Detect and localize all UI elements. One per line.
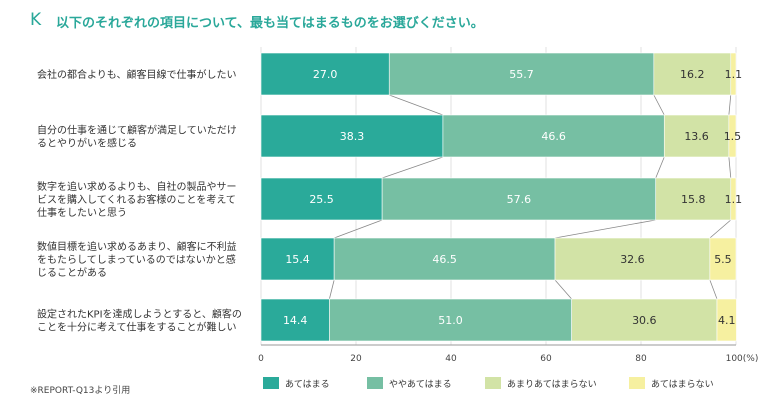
question-letter: K bbox=[30, 10, 42, 30]
x-tick-label: 40 bbox=[445, 354, 457, 364]
legend-label: あてはまらない bbox=[651, 379, 714, 390]
data-label: 1.1 bbox=[725, 193, 743, 206]
legend-swatch bbox=[263, 377, 279, 389]
category-label: 自分の仕事を通じて顧客が満足していただけ bbox=[37, 124, 237, 137]
bar-segment bbox=[388, 52, 655, 96]
data-label: 13.6 bbox=[684, 130, 709, 143]
bar-segment bbox=[329, 298, 572, 342]
bar-segment bbox=[442, 114, 665, 158]
segment-connector-line bbox=[334, 219, 383, 239]
data-label: 27.0 bbox=[313, 68, 338, 81]
data-label: 30.6 bbox=[632, 314, 657, 327]
data-label: 55.7 bbox=[509, 68, 534, 81]
data-label: 5.5 bbox=[714, 253, 732, 266]
category-label: じることがある bbox=[37, 266, 107, 279]
segment-connector-line bbox=[389, 94, 444, 116]
bar-segment bbox=[728, 114, 737, 158]
data-label: 32.6 bbox=[620, 253, 645, 266]
data-label: 1.5 bbox=[724, 130, 742, 143]
question-text: 以下のそれぞれの項目について、最も当てはまるものをお選びください。 bbox=[56, 16, 484, 31]
data-label: 51.0 bbox=[438, 314, 463, 327]
bar-segment bbox=[554, 237, 711, 281]
bar-segment bbox=[655, 177, 732, 221]
bar-segment bbox=[730, 52, 737, 96]
data-label: 15.4 bbox=[285, 253, 310, 266]
bar-segment bbox=[333, 237, 556, 281]
data-label: 46.6 bbox=[541, 130, 566, 143]
bar-segment bbox=[653, 52, 732, 96]
legend-label: あまりあてはまらない bbox=[507, 379, 597, 390]
category-label: 数字を追い求めるよりも、自社の製品やサー bbox=[37, 180, 237, 193]
bar-segment bbox=[381, 177, 657, 221]
category-label: 数値目標を追い求めるあまり、顧客に不利益 bbox=[37, 240, 237, 253]
bar-segment bbox=[260, 177, 383, 221]
data-label: 15.8 bbox=[681, 193, 706, 206]
segment-connector-line bbox=[709, 279, 718, 300]
bar-segment bbox=[260, 237, 335, 281]
data-label: 4.1 bbox=[718, 314, 736, 327]
segment-connector-line bbox=[709, 219, 732, 239]
segment-connector-line bbox=[381, 156, 444, 179]
segment-connector-line bbox=[655, 156, 665, 179]
x-tick-label: 20 bbox=[350, 354, 362, 364]
bar-segment bbox=[260, 114, 444, 158]
bar-segment bbox=[709, 237, 737, 281]
x-tick-label: 60 bbox=[540, 354, 552, 364]
data-label: 1.1 bbox=[725, 68, 743, 81]
segment-connector-line bbox=[554, 279, 572, 300]
data-label: 25.5 bbox=[309, 193, 334, 206]
bar-segment bbox=[730, 177, 737, 221]
legend-label: ややあてはまる bbox=[389, 379, 452, 390]
x-tick-label: 80 bbox=[635, 354, 647, 364]
data-label: 16.2 bbox=[680, 68, 705, 81]
data-label: 14.4 bbox=[283, 314, 308, 327]
chart-header: K 以下のそれぞれの項目について、最も当てはまるものをお選びください。 bbox=[0, 0, 760, 40]
data-label: 38.3 bbox=[340, 130, 365, 143]
category-label: 設定されたKPIを達成しようとすると、顧客の bbox=[37, 308, 242, 321]
segment-connector-line bbox=[728, 156, 732, 179]
category-label: るとやりがいを感じる bbox=[37, 137, 137, 150]
bar-segment bbox=[260, 298, 330, 342]
segment-connector-line bbox=[329, 279, 335, 300]
bar-segment bbox=[716, 298, 737, 342]
segment-connector-line bbox=[554, 219, 656, 239]
segment-connector-line bbox=[728, 94, 732, 116]
legend-label: あてはまる bbox=[285, 379, 330, 390]
legend-swatch bbox=[485, 377, 501, 389]
source-note: ※REPORT-Q13より引用 bbox=[30, 385, 130, 396]
legend-swatch bbox=[629, 377, 645, 389]
category-label: ビスを購入してくれるお客様のことを考えて bbox=[37, 193, 236, 206]
segment-connector-line bbox=[653, 94, 665, 116]
category-label: をもたらしてしまっているのではないかと感 bbox=[37, 253, 236, 266]
x-tick-label: 0 bbox=[258, 354, 264, 364]
bar-segment bbox=[663, 114, 730, 158]
legend-swatch bbox=[367, 377, 383, 389]
category-label: ことを十分に考えて仕事をすることが難しい bbox=[37, 321, 237, 334]
category-label: 会社の都合よりも、顧客目線で仕事がしたい bbox=[37, 68, 237, 81]
x-tick-label: 100(%) bbox=[726, 354, 759, 364]
data-label: 57.6 bbox=[507, 193, 532, 206]
data-label: 46.5 bbox=[432, 253, 457, 266]
category-label: 仕事をしたいと思う bbox=[37, 206, 127, 219]
